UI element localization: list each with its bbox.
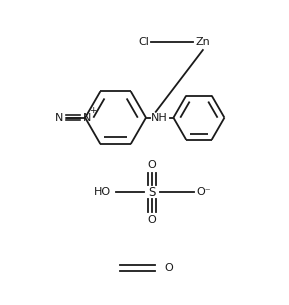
Text: Cl: Cl: [138, 37, 149, 47]
Text: NH: NH: [151, 113, 168, 123]
Text: N: N: [55, 113, 63, 123]
Text: +: +: [89, 106, 97, 115]
Text: O: O: [165, 263, 173, 273]
Text: N: N: [83, 113, 91, 123]
Text: HO: HO: [94, 187, 111, 197]
Text: O: O: [147, 215, 156, 225]
Text: O⁻: O⁻: [197, 187, 211, 197]
Text: Zn: Zn: [195, 37, 210, 47]
Text: S: S: [148, 186, 155, 199]
Text: O: O: [147, 160, 156, 170]
